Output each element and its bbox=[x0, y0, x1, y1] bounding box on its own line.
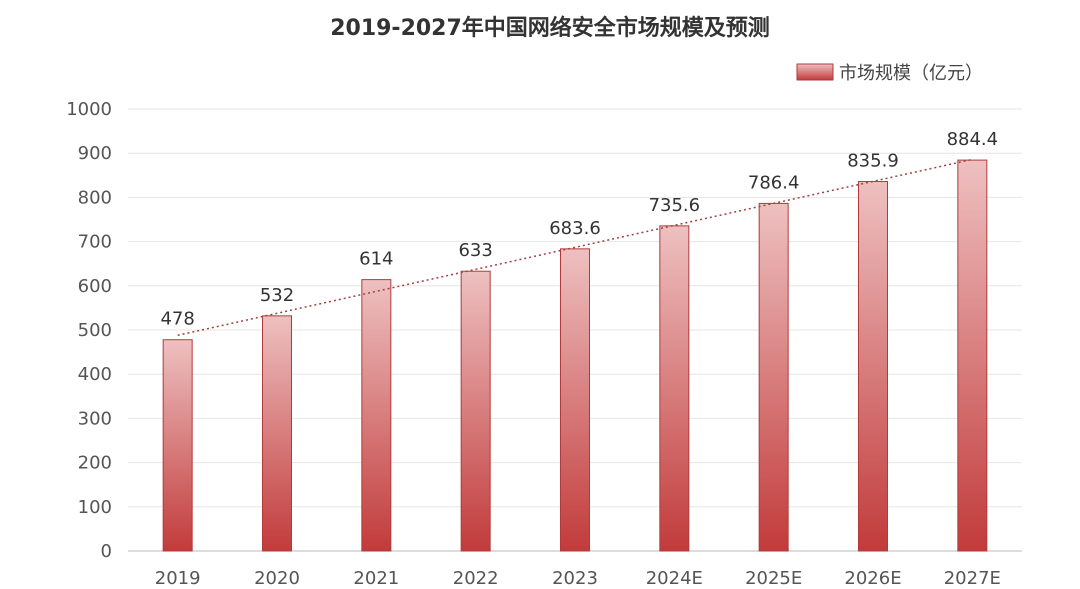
y-tick-label: 200 bbox=[78, 453, 112, 474]
data-label: 532 bbox=[260, 285, 294, 306]
y-tick-label: 400 bbox=[78, 364, 112, 385]
data-label: 735.6 bbox=[649, 195, 701, 216]
bar-2021 bbox=[361, 279, 392, 552]
x-tick-label: 2027E bbox=[944, 568, 1001, 589]
bar-2026E bbox=[858, 181, 888, 552]
trend-line bbox=[177, 158, 973, 337]
data-label: 614 bbox=[359, 249, 393, 270]
y-tick-label: 100 bbox=[78, 497, 112, 518]
x-tick-label: 2023 bbox=[552, 568, 598, 589]
x-tick-label: 2022 bbox=[453, 568, 499, 589]
y-tick-label: 900 bbox=[78, 143, 112, 164]
x-tick-label: 2019 bbox=[155, 568, 201, 589]
legend: 市场规模（亿元） bbox=[796, 63, 983, 84]
data-label: 478 bbox=[160, 309, 194, 330]
data-label: 835.9 bbox=[847, 151, 899, 172]
bar-2019 bbox=[162, 339, 193, 552]
x-tick-label: 2024E bbox=[646, 568, 703, 589]
y-tick-label: 800 bbox=[78, 187, 112, 208]
x-tick-label: 2026E bbox=[844, 568, 901, 589]
data-label: 884.4 bbox=[947, 129, 999, 150]
x-tick-label: 2025E bbox=[745, 568, 802, 589]
legend-label: 市场规模（亿元） bbox=[839, 63, 983, 84]
y-tick-label: 600 bbox=[78, 276, 112, 297]
data-label: 786.4 bbox=[748, 172, 800, 193]
bar-2022 bbox=[460, 270, 491, 552]
x-tick-label: 2020 bbox=[254, 568, 300, 589]
legend-swatch bbox=[796, 63, 834, 81]
bar-2020 bbox=[262, 315, 292, 552]
bar-2027E bbox=[957, 159, 988, 552]
bar-2024E bbox=[659, 225, 690, 552]
x-tick-label: 2021 bbox=[353, 568, 399, 589]
y-tick-label: 500 bbox=[78, 320, 112, 341]
y-tick-label: 300 bbox=[78, 408, 112, 429]
y-tick-label: 1000 bbox=[66, 99, 112, 120]
y-tick-label: 700 bbox=[78, 232, 112, 253]
bar-2025E bbox=[758, 202, 789, 552]
data-label: 633 bbox=[458, 240, 492, 261]
chart-title: 2019-2027年中国网络安全市场规模及预测 bbox=[330, 15, 770, 41]
y-tick-label: 0 bbox=[101, 541, 112, 562]
data-label: 683.6 bbox=[549, 218, 601, 239]
bar-2023 bbox=[560, 248, 590, 552]
